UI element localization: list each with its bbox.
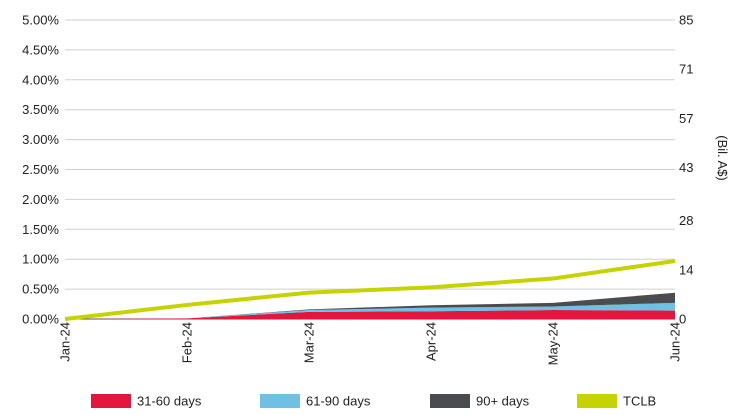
left-tick-label: 2.00% <box>22 192 59 207</box>
x-tick-label: Jun-24 <box>668 322 683 362</box>
legend-label: TCLB <box>623 394 656 409</box>
legend-swatch <box>430 394 470 408</box>
right-tick-label: 57 <box>679 111 693 126</box>
legend-swatch <box>91 394 131 408</box>
area-61-90-days <box>65 302 675 319</box>
right-tick-label: 85 <box>679 13 693 28</box>
left-tick-label: 1.50% <box>22 222 59 237</box>
x-tick-label: Jan-24 <box>58 322 73 362</box>
x-axis: Jan-24 Feb-24 Mar-24 Apr-24 May-24 Jun-24 <box>58 322 683 365</box>
left-tick-label: 2.50% <box>22 162 59 177</box>
right-tick-label: 0 <box>679 312 686 327</box>
stacked-areas <box>65 292 675 319</box>
right-tick-label: 43 <box>679 160 693 175</box>
right-tick-label: 14 <box>679 262 693 277</box>
x-tick-label: May-24 <box>546 322 561 365</box>
gridlines <box>65 19 675 320</box>
left-axis: 0.00% 0.50% 1.00% 1.50% 2.00% 2.50% 3.00% 3.50%… <box>22 13 59 327</box>
left-tick-label: 0.50% <box>22 282 59 297</box>
legend-swatch <box>577 394 617 408</box>
legend-label: 90+ days <box>476 394 530 409</box>
right-tick-label: 71 <box>679 62 693 77</box>
line-tclb <box>64 258 676 321</box>
x-tick-label: Feb-24 <box>180 322 195 363</box>
right-axis-label: (Bil. A$) <box>715 135 730 181</box>
left-tick-label: 1.00% <box>22 252 59 267</box>
legend-label: 61-90 days <box>306 394 371 409</box>
left-tick-label: 4.00% <box>22 72 59 87</box>
legend-swatch <box>260 394 300 408</box>
right-axis: 0 14 28 43 57 71 85 <box>679 13 693 327</box>
legend: 31-60 days 61-90 days 90+ days TCLB <box>91 394 656 409</box>
right-tick-label: 28 <box>679 213 693 228</box>
left-tick-label: 3.50% <box>22 102 59 117</box>
x-tick-label: Apr-24 <box>424 322 439 361</box>
left-tick-label: 3.00% <box>22 132 59 147</box>
left-tick-label: 5.00% <box>22 13 59 28</box>
line-series <box>64 258 676 321</box>
left-tick-label: 0.00% <box>22 312 59 327</box>
legend-label: 31-60 days <box>137 394 202 409</box>
x-tick-label: Mar-24 <box>302 322 317 363</box>
left-tick-label: 4.50% <box>22 42 59 57</box>
area-90-days <box>65 292 675 319</box>
